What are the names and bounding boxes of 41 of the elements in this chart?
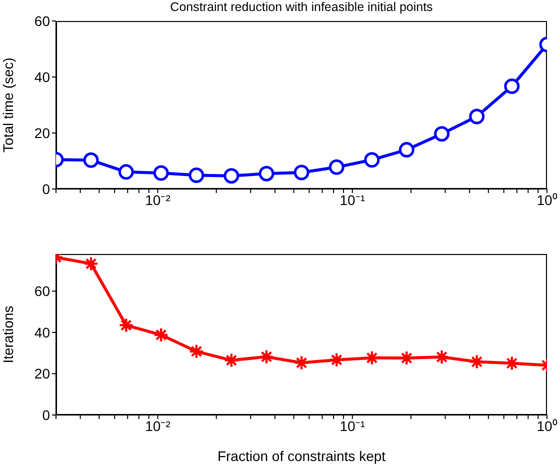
point [224, 352, 240, 368]
y-tick-label: 20 [34, 366, 50, 382]
x-axis-title: Fraction of constraints kept [217, 448, 386, 464]
point [434, 349, 450, 365]
point [469, 354, 484, 370]
point [118, 318, 134, 333]
point [364, 152, 380, 168]
chart-title: Constraint reduction with infeasible initial points [169, 0, 434, 14]
x-tick-label: 10⁻² [145, 418, 171, 434]
point [153, 165, 169, 181]
y-tick-label: 40 [34, 324, 50, 340]
point [469, 108, 485, 124]
point [83, 152, 99, 168]
y-tick-label: 0 [42, 180, 50, 197]
point [153, 327, 169, 343]
point [258, 349, 274, 364]
x-tick-label: 10⁰ [536, 418, 558, 434]
point [83, 256, 99, 272]
point [294, 355, 310, 370]
y-tick-label: 60 [34, 283, 50, 300]
y-tick-label: 0 [42, 406, 50, 423]
x-tick-label: 10⁻¹ [340, 192, 366, 208]
y-tick-label: 40 [34, 68, 50, 85]
y-tick-label: 20 [34, 124, 50, 141]
y-axis-title: Iterations [0, 306, 16, 364]
point [398, 142, 414, 158]
point [434, 126, 450, 142]
point [294, 164, 310, 180]
point [258, 166, 274, 182]
point [504, 78, 520, 94]
x-tick-label: 10⁻¹ [340, 418, 366, 434]
point [188, 168, 204, 184]
y-axis-title: Total time (sec) [0, 58, 16, 152]
point [188, 344, 204, 360]
point [328, 159, 344, 175]
y-tick-label: 60 [34, 12, 50, 29]
x-tick-label: 10⁻² [145, 192, 171, 208]
point [118, 164, 134, 180]
point [399, 350, 414, 366]
x-tick-label: 10⁰ [536, 192, 558, 208]
point [224, 168, 240, 184]
